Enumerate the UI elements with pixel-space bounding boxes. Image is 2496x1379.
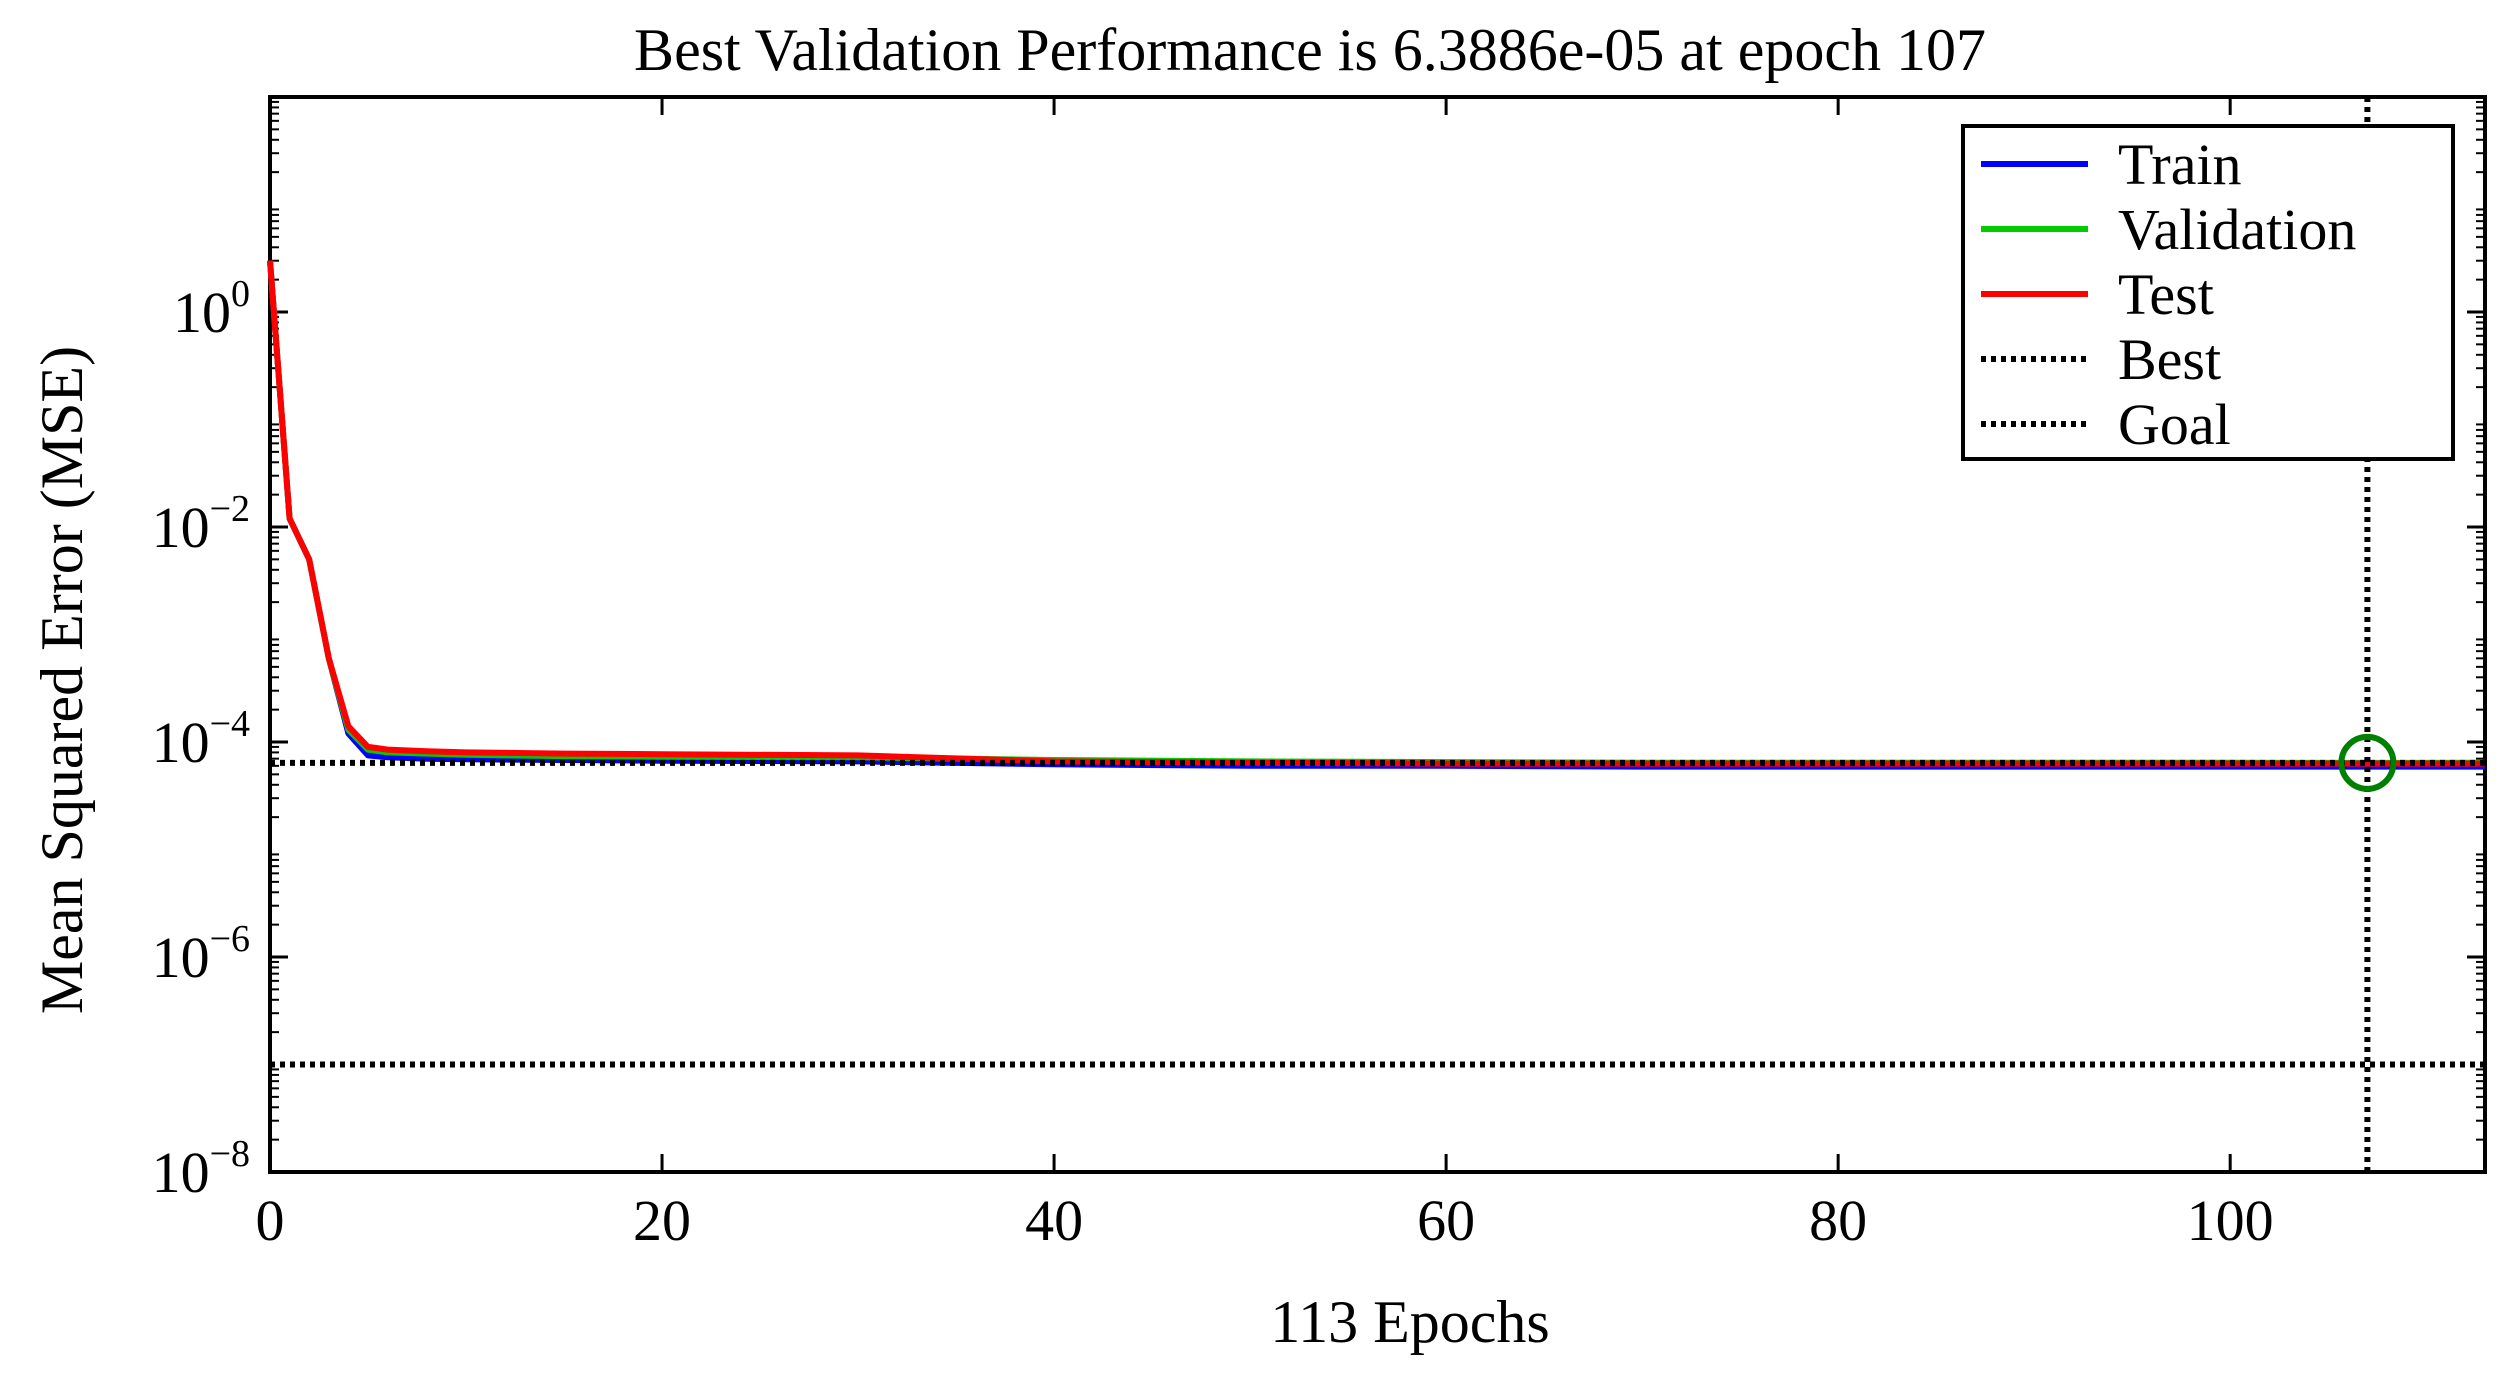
best-marker	[2338, 733, 2397, 792]
y-axis-label: Mean Squared Error (MSE)	[29, 346, 95, 1014]
legend-label-train: Train	[2118, 132, 2242, 197]
x-tick-label: 80	[1809, 1188, 1867, 1253]
series-line-test	[267, 260, 2485, 767]
legend-label-validation: Validation	[2118, 197, 2356, 262]
y-tick-label: 10−6	[152, 918, 250, 990]
legend-label-best: Best	[2118, 327, 2221, 392]
x-tick-label: 0	[256, 1188, 285, 1253]
axes-frame	[268, 95, 2487, 1174]
y-tick-label: 10−2	[152, 488, 250, 560]
chart-title: Best Validation Performance is 6.3886e-0…	[634, 17, 1986, 83]
x-tick-label: 40	[1025, 1188, 1083, 1253]
x-axis-ticks: 0 20 40 60 80 100	[256, 97, 2274, 1253]
x-axis-label: 113 Epochs	[1270, 1289, 1549, 1355]
x-tick-label: 20	[633, 1188, 691, 1253]
legend-label-goal: Goal	[2118, 392, 2231, 457]
x-tick-label: 60	[1417, 1188, 1475, 1253]
y-tick-label: 10−8	[152, 1133, 250, 1205]
y-tick-label: 100	[173, 273, 250, 345]
y-tick-label: 10−4	[152, 703, 250, 775]
reference-lines	[270, 97, 2485, 1172]
y-axis-ticks: 10−8 10−6 10−4 10−2 100	[152, 100, 2485, 1205]
legend-label-test: Test	[2118, 262, 2214, 327]
x-tick-label: 100	[2187, 1188, 2274, 1253]
